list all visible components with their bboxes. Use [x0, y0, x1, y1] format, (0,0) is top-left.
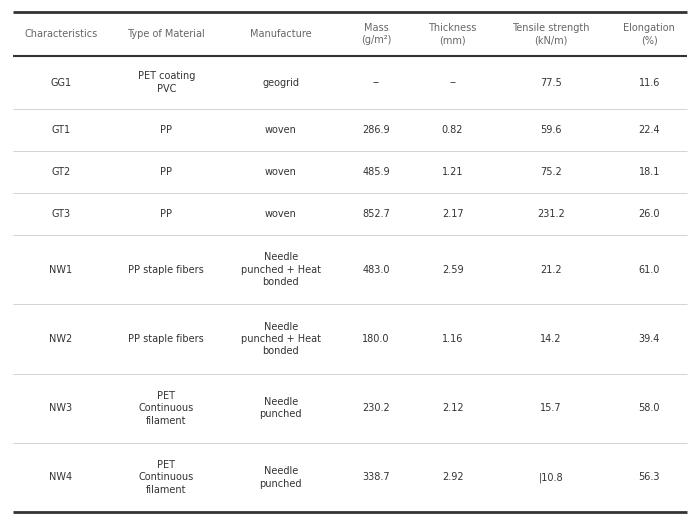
Text: PET
Continuous
filament: PET Continuous filament	[139, 460, 194, 495]
Text: GT2: GT2	[51, 167, 71, 177]
Text: 26.0: 26.0	[638, 209, 660, 219]
Text: 59.6: 59.6	[540, 125, 561, 135]
Text: Elongation
(%): Elongation (%)	[623, 23, 675, 45]
Text: NW4: NW4	[49, 473, 72, 483]
Text: Needle
punched: Needle punched	[260, 397, 302, 419]
Text: NW2: NW2	[49, 334, 73, 344]
Text: PP: PP	[160, 167, 172, 177]
Text: 852.7: 852.7	[362, 209, 390, 219]
Text: Manufacture: Manufacture	[250, 29, 312, 39]
Text: Needle
punched: Needle punched	[260, 466, 302, 488]
Text: PP staple fibers: PP staple fibers	[128, 334, 204, 344]
Text: Mass
(g/m²): Mass (g/m²)	[361, 23, 391, 45]
Text: PP staple fibers: PP staple fibers	[128, 265, 204, 275]
Text: Type of Material: Type of Material	[127, 29, 205, 39]
Text: 75.2: 75.2	[540, 167, 561, 177]
Text: 56.3: 56.3	[638, 473, 660, 483]
Text: 58.0: 58.0	[638, 403, 660, 413]
Text: 1.21: 1.21	[442, 167, 463, 177]
Text: NW3: NW3	[49, 403, 72, 413]
Text: 14.2: 14.2	[540, 334, 561, 344]
Text: --: --	[449, 78, 456, 88]
Text: 286.9: 286.9	[363, 125, 390, 135]
Text: 77.5: 77.5	[540, 78, 561, 88]
Text: 485.9: 485.9	[363, 167, 390, 177]
Text: NW1: NW1	[49, 265, 72, 275]
Text: woven: woven	[265, 125, 297, 135]
Text: PET coating
PVC: PET coating PVC	[138, 71, 195, 94]
Text: 2.17: 2.17	[442, 209, 463, 219]
Text: woven: woven	[265, 167, 297, 177]
Text: 11.6: 11.6	[638, 78, 660, 88]
Text: 39.4: 39.4	[638, 334, 660, 344]
Text: GT3: GT3	[51, 209, 71, 219]
Text: Needle
punched + Heat
bonded: Needle punched + Heat bonded	[241, 253, 321, 287]
Text: Characteristics: Characteristics	[25, 29, 97, 39]
Text: 230.2: 230.2	[362, 403, 390, 413]
Text: 15.7: 15.7	[540, 403, 561, 413]
Text: geogrid: geogrid	[262, 78, 299, 88]
Text: Thickness
(mm): Thickness (mm)	[428, 23, 477, 45]
Text: 180.0: 180.0	[363, 334, 390, 344]
Text: PP: PP	[160, 209, 172, 219]
Text: 61.0: 61.0	[638, 265, 660, 275]
Text: --: --	[372, 78, 379, 88]
Text: 231.2: 231.2	[537, 209, 565, 219]
Text: Needle
punched + Heat
bonded: Needle punched + Heat bonded	[241, 322, 321, 356]
Text: PET
Continuous
filament: PET Continuous filament	[139, 391, 194, 425]
Text: PP: PP	[160, 125, 172, 135]
Text: Tensile strength
(kN/m): Tensile strength (kN/m)	[512, 23, 589, 45]
Text: GT1: GT1	[51, 125, 71, 135]
Text: 0.82: 0.82	[442, 125, 463, 135]
Text: 483.0: 483.0	[363, 265, 390, 275]
Text: |10.8: |10.8	[538, 472, 564, 483]
Text: 18.1: 18.1	[638, 167, 660, 177]
Text: 2.92: 2.92	[442, 473, 463, 483]
Text: 338.7: 338.7	[363, 473, 390, 483]
Text: 21.2: 21.2	[540, 265, 561, 275]
Text: GG1: GG1	[50, 78, 71, 88]
Text: 2.12: 2.12	[442, 403, 463, 413]
Text: 22.4: 22.4	[638, 125, 660, 135]
Text: 2.59: 2.59	[442, 265, 463, 275]
Text: woven: woven	[265, 209, 297, 219]
Text: 1.16: 1.16	[442, 334, 463, 344]
